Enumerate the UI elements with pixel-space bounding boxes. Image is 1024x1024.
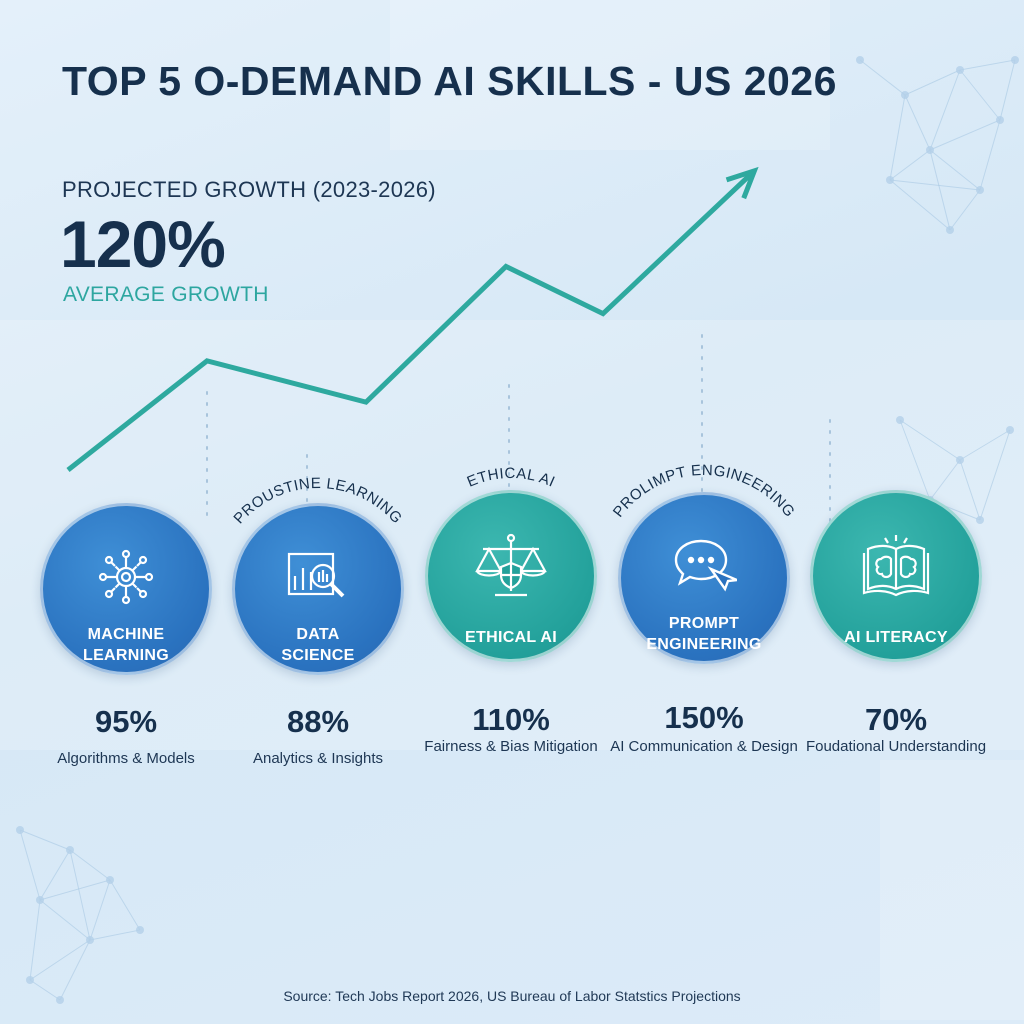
chat-cursor-icon — [671, 535, 742, 602]
skill-growth-value: 88% — [286, 704, 350, 739]
scales-shield-icon — [469, 533, 553, 604]
page-title: TOP 5 O-DEMAND AI SKILLS - US 2026 — [62, 58, 837, 104]
skill-name: MACHINE LEARNING — [43, 624, 209, 666]
skill-description: Algorithms & Models — [57, 750, 195, 767]
skill-description: Foudational Understanding — [805, 738, 987, 755]
skill-circle: DATA SCIENCE — [232, 503, 404, 675]
skill-circle: AI LITERACY — [810, 490, 982, 662]
skill-description: Fairness & Bias Mitigation — [424, 738, 598, 755]
kpi-value: 120% — [60, 207, 226, 281]
skill-growth-value: 150% — [664, 700, 744, 735]
background-panel — [880, 760, 1024, 1020]
trend-arrow-head — [725, 166, 759, 200]
skill-description: AI Communication & Design — [610, 738, 798, 755]
kpi-caption: AVERAGE GROWTH — [63, 283, 269, 306]
kpi-label: PROJECTED GROWTH (2023-2026) — [62, 177, 436, 202]
skill-name-line: PROMPT — [668, 615, 740, 632]
skill-name: DATA SCIENCE — [235, 624, 401, 666]
gear-network-icon — [95, 546, 157, 613]
skill-name-line: AI LITERACY — [844, 629, 948, 646]
skill-name: PROMPT ENGINEERING — [621, 613, 787, 655]
skill-circle: PROMPT ENGINEERING — [618, 492, 790, 664]
skill-circle: MACHINE LEARNING — [40, 503, 212, 675]
arc-label: ETHICAL AI — [465, 465, 558, 491]
skill-name-line: ETHICAL AI — [465, 629, 557, 646]
skill-growth-value: 95% — [94, 704, 158, 739]
trend-line — [66, 173, 752, 472]
skill-name: ETHICAL AI — [428, 627, 594, 648]
skill-name-line: SCIENCE — [281, 647, 355, 664]
svg-text:ETHICAL AI: ETHICAL AI — [465, 465, 558, 491]
skill-growth-value: 110% — [472, 702, 550, 737]
skill-name-line: ENGINEERING — [646, 636, 762, 653]
skill-name-line: LEARNING — [83, 647, 169, 664]
skill-circle: ETHICAL AI — [425, 490, 597, 662]
book-brain-icon — [861, 533, 931, 604]
background-panel — [390, 0, 830, 150]
skill-description: Analytics & Insights — [252, 750, 384, 767]
chart-magnifier-icon — [283, 546, 353, 613]
skill-name-line: DATA — [296, 626, 340, 643]
arc-label-text: ETHICAL AI — [465, 465, 557, 491]
skill-name: AI LITERACY — [813, 627, 979, 648]
skill-name-line: MACHINE — [87, 626, 165, 643]
skill-growth-value: 70% — [864, 702, 928, 737]
source-note: Source: Tech Jobs Report 2026, US Bureau… — [283, 988, 741, 1004]
